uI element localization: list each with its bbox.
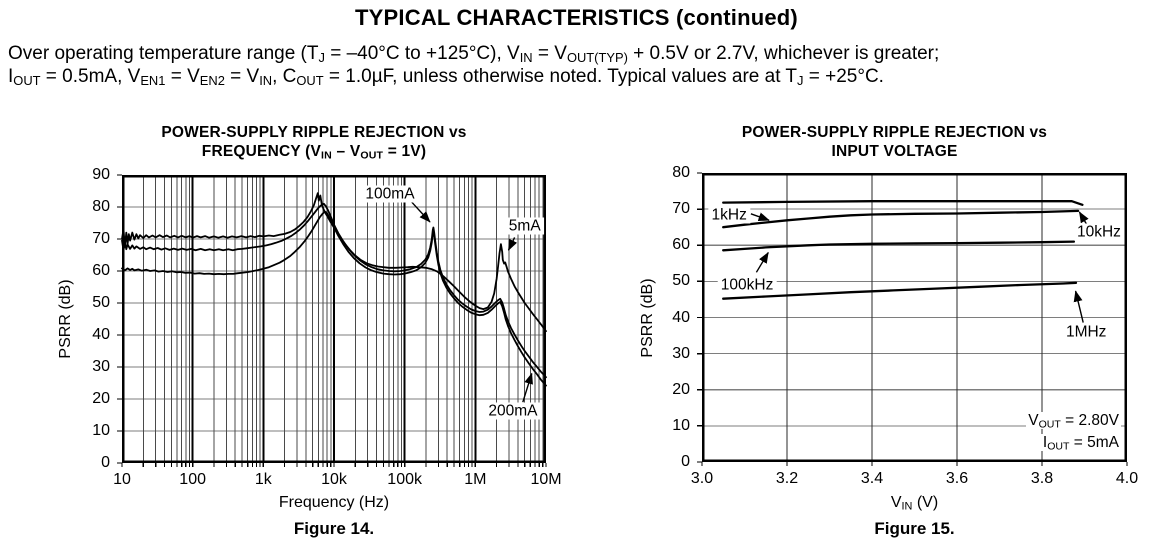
curve-200mA [121,210,547,387]
fig15-caption: Figure 15. [874,519,955,538]
x-tick-label: 1M [464,471,487,488]
x-tick-label: 10M [530,471,562,488]
x-tick-label: 1k [254,471,272,488]
x-tick-label: 3.2 [775,470,799,487]
curve-5mA [121,192,547,333]
fig15-title: POWER-SUPPLY RIPPLE REJECTION vs INPUT V… [662,123,1127,161]
fig15-plot-area: 80 70 60 50 40 30 20 10 0 3.0 3.2 3.4 3.6 3.8 4.0 1kHz 1… [672,164,1138,487]
y-tick-label: 0 [681,453,690,470]
annotation-200mA: 200mA [485,402,541,420]
y-tick-label: 60 [672,236,690,254]
annotation-arrow [507,237,518,251]
y-tick-label: 30 [672,344,690,362]
y-tick-label: 20 [672,380,690,398]
x-tick-label: 10k [321,471,347,488]
plot-note: IOUT = 5mA [1040,434,1121,453]
y-tick-label: 10 [672,416,690,434]
annotation-1MHz: 1MHz [1062,323,1110,341]
fig14-title: POWER-SUPPLY RIPPLE REJECTION vs FREQUEN… [82,123,546,161]
y-tick-label: 70 [672,200,690,218]
fig14-y-axis-label: PSRR (dB) [57,279,74,359]
x-tick-label: 100k [387,471,422,488]
x-tick-label: 3.8 [1030,470,1054,487]
plot-border [701,172,1127,462]
x-tick-label: 100 [179,471,206,488]
y-tick-label: 70 [92,230,110,247]
y-tick-label: 20 [92,390,110,407]
fig14-caption: Figure 14. [293,519,375,538]
y-tick-label: 30 [92,358,110,375]
curve-10kHz [722,209,1080,229]
annotation-10kHz: 10kHz [1073,223,1124,241]
y-tick-label: 40 [672,308,690,326]
x-tick-label: 4.0 [1115,470,1139,487]
fig14-title-line-1: POWER-SUPPLY RIPPLE REJECTION vs [161,124,467,141]
annotation-arrow [411,201,431,223]
fig14-title-line-2: FREQUENCY (VIN – VOUT = 1V) [201,143,427,162]
conditions-line-2: IOUT = 0.5mA, VEN1 = VEN2 = VIN, COUT = … [8,65,884,88]
curve-1MHz [722,281,1078,300]
y-tick-label: 80 [672,164,690,181]
y-tick-label: 50 [672,272,690,290]
y-tick-label: 10 [92,422,110,439]
plot-note: VOUT = 2.80V [1026,412,1121,431]
x-tick-label: 10 [113,471,131,488]
fig15-x-axis-label: VIN (V) [890,494,939,513]
annotation-5mA: 5mA [505,217,544,235]
x-tick-label: 3.6 [945,470,969,487]
y-tick-label: 60 [92,262,110,279]
y-tick-label: 90 [92,166,110,183]
annotation-100mA: 100mA [362,185,418,203]
fig14-plot-area: 90 80 70 60 50 40 30 20 10 0 10 100 1k 10k 100k 1M 10M 10… [92,166,561,488]
annotation-arrow [1073,290,1084,323]
curve-1kHz [722,200,1084,206]
curve-100kHz [722,240,1076,252]
conditions-line-1: Over operating temperature range (TJ = –… [8,43,940,65]
annotation-arrow [750,212,770,221]
annotation-arrow [755,251,769,273]
y-tick-label: 50 [92,294,110,311]
fig14-x-axis-label: Frequency (Hz) [278,494,390,511]
x-tick-label: 3.0 [690,470,714,487]
y-tick-label: 40 [92,326,110,343]
y-tick-label: 80 [92,198,110,215]
annotation-arrow [522,372,533,403]
annotation-1kHz: 1kHz [708,206,750,224]
gridlines [697,172,1128,466]
conditions-text: Over operating temperature range (TJ = –… [8,43,1148,88]
plot-border [121,174,546,463]
x-tick-label: 3.4 [860,470,884,487]
y-tick-label: 0 [101,454,110,471]
fig15-title-line-2: INPUT VOLTAGE [831,143,958,160]
curve-100mA [121,202,547,379]
page-title: TYPICAL CHARACTERISTICS (continued) [355,5,798,30]
annotation-100kHz: 100kHz [717,276,777,294]
fig15-title-line-1: POWER-SUPPLY RIPPLE REJECTION vs [741,124,1048,141]
